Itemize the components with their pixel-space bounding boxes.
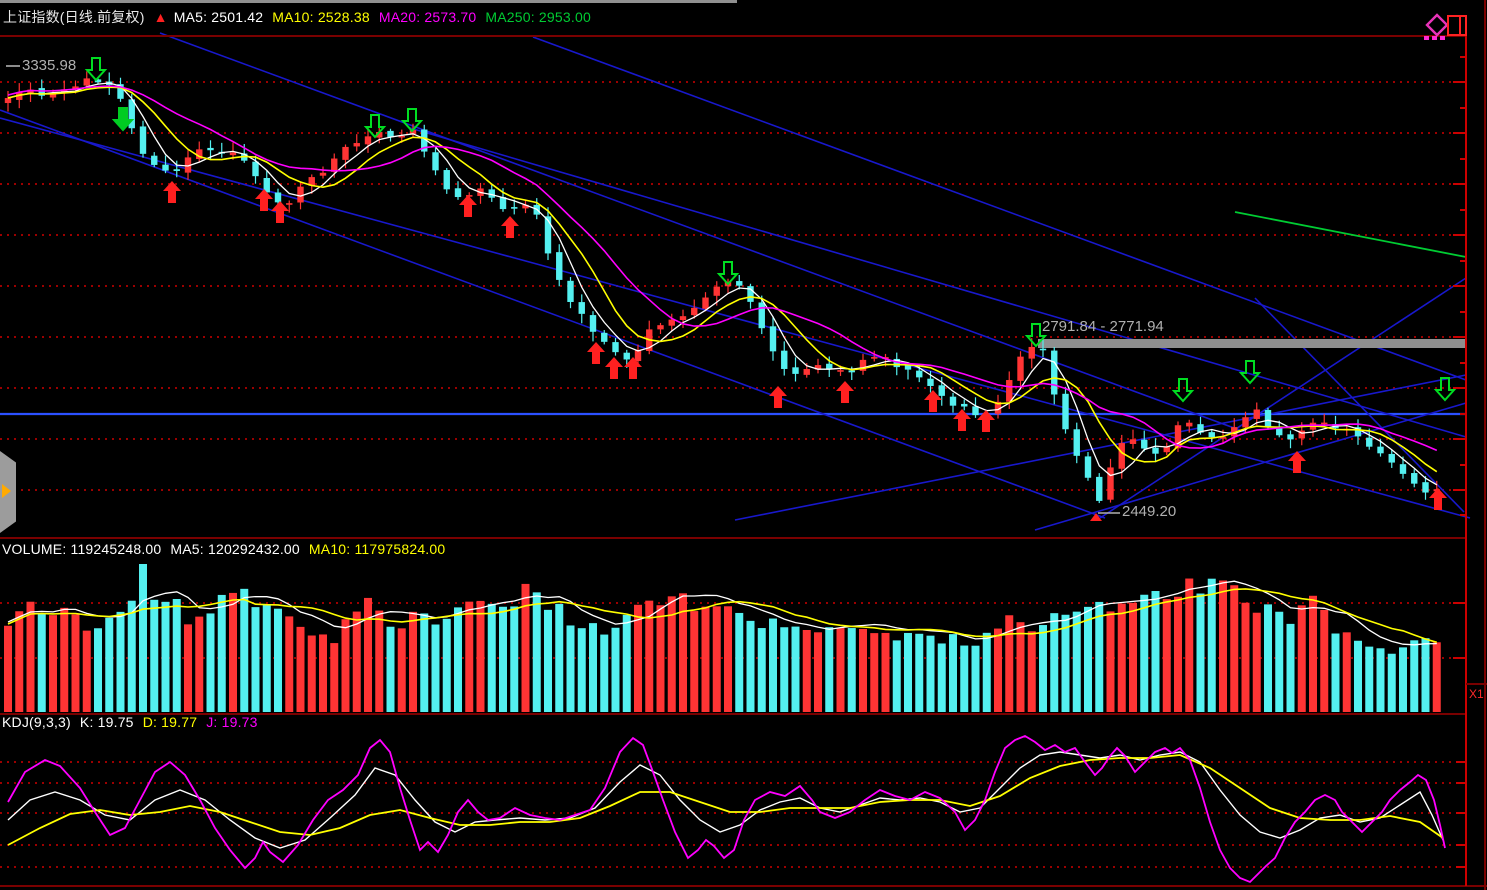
kdj-legend: KDJ(9,3,3) K: 19.75 D: 19.77 J: 19.73 [2, 714, 267, 730]
volume-value: VOLUME: 119245248.00 [2, 541, 162, 557]
kdj-k-legend: K: 19.75 [79, 714, 134, 730]
sidebar-expand-handle[interactable] [0, 451, 16, 533]
diamond-icon[interactable] [1424, 12, 1450, 38]
price-label-band: 2791.84 - 2771.94 [1042, 318, 1164, 335]
ma5-legend: MA5: 2501.42 [173, 9, 264, 25]
up-arrow-icon: ▲ [153, 9, 168, 25]
expand-arrow-icon [2, 484, 11, 498]
volume-legend: VOLUME: 119245248.00 MA5: 120292432.00 MA1… [2, 541, 454, 557]
ma250-legend: MA250: 2953.00 [485, 9, 591, 25]
main-chart-legend: 上证指数(日线.前复权) ▲ MA5: 2501.42 MA10: 2528.38 MA… [3, 7, 600, 27]
price-label-low: 2449.20 [1122, 503, 1177, 520]
ma10-legend: MA10: 2528.38 [272, 9, 370, 25]
kdj-title: KDJ(9,3,3) [2, 714, 71, 730]
split-window-icon[interactable] [1447, 15, 1467, 36]
pane-corner-label: X1 [1469, 687, 1484, 701]
kdj-d-legend: D: 19.77 [142, 714, 198, 730]
kdj-j-legend: J: 19.73 [206, 714, 258, 730]
symbol-title: 上证指数(日线.前复权) [3, 9, 145, 25]
volume-ma10-legend: MA10: 117975824.00 [308, 541, 446, 557]
price-label-high: 3335.98 [22, 57, 77, 74]
ma20-legend: MA20: 2573.70 [378, 9, 477, 25]
volume-ma5-legend: MA5: 120292432.00 [170, 541, 300, 557]
more-dots-icon[interactable] [1424, 36, 1445, 40]
